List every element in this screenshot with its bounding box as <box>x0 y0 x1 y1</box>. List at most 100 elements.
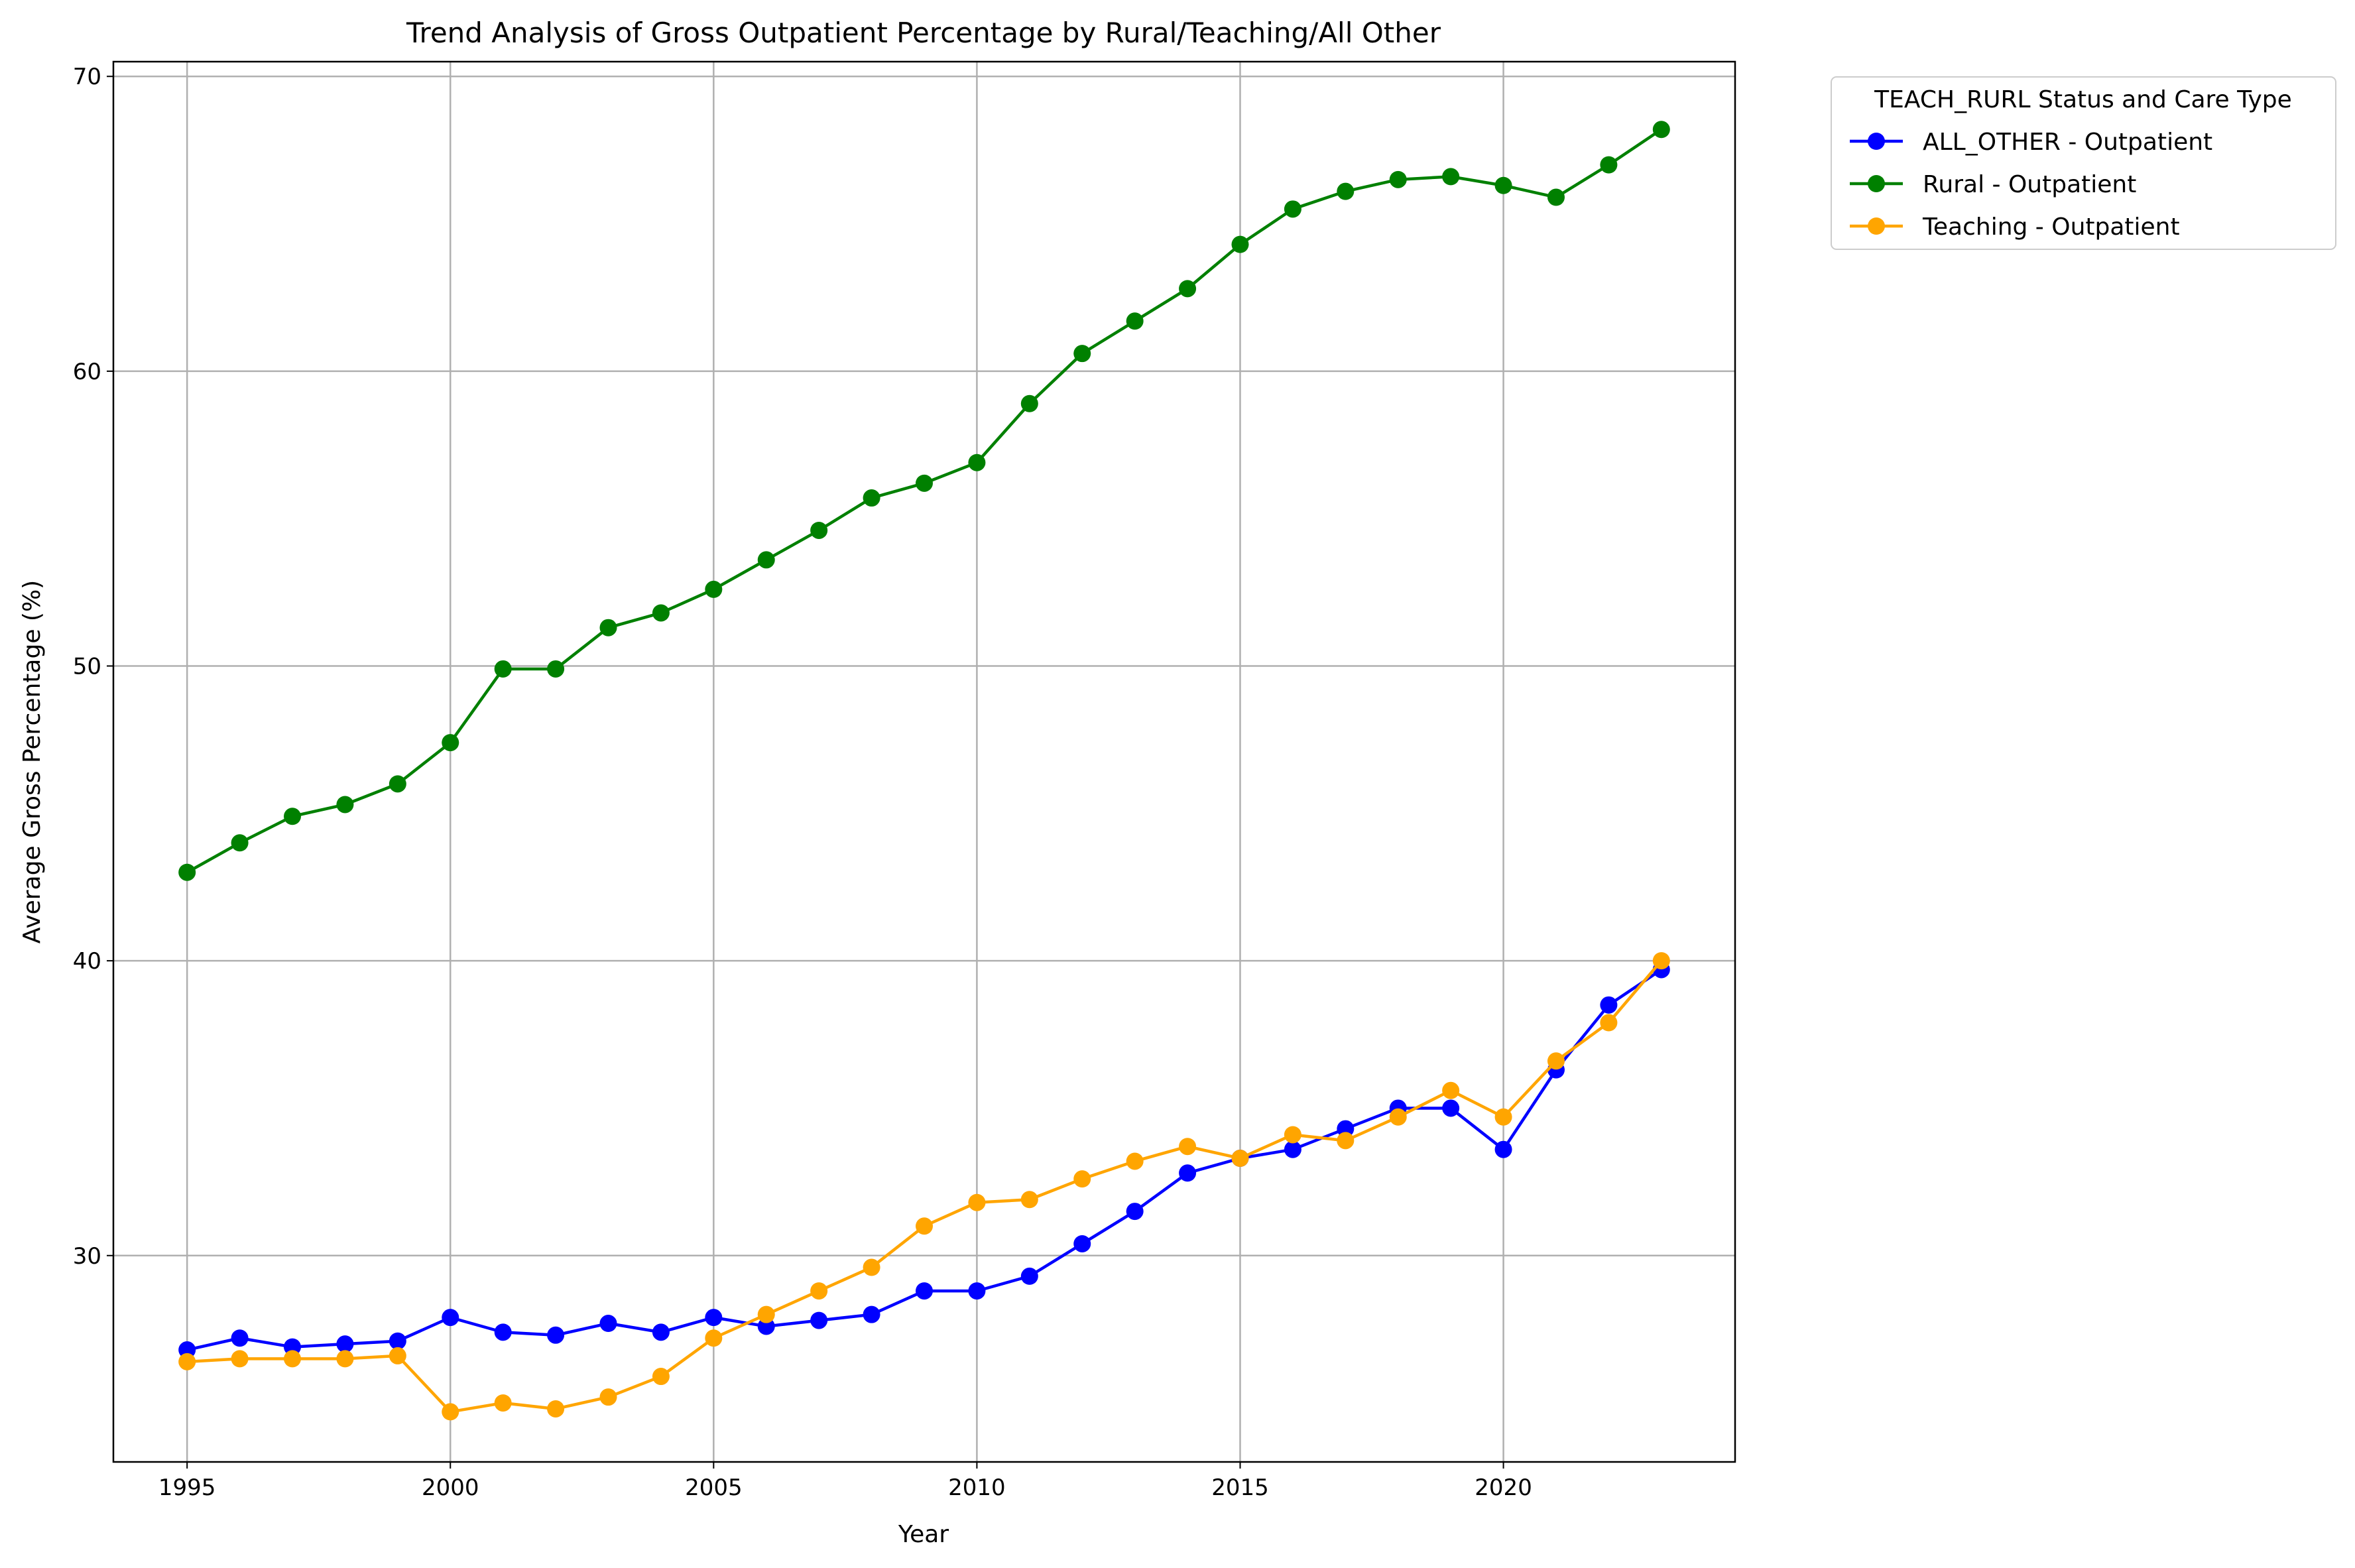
legend-marker <box>1868 217 1885 235</box>
series-layer <box>178 121 1670 1421</box>
data-point <box>231 1329 249 1347</box>
y-tick-label: 70 <box>73 64 101 90</box>
data-point <box>1337 1120 1355 1138</box>
x-tick-label: 2015 <box>1211 1475 1269 1501</box>
x-tick-label: 2020 <box>1475 1475 1532 1501</box>
data-point <box>705 1309 723 1327</box>
data-point <box>705 580 723 598</box>
data-point <box>389 775 406 793</box>
data-point <box>599 619 617 636</box>
chart-title: Trend Analysis of Gross Outpatient Perce… <box>406 17 1441 49</box>
legend-item: Rural - Outpatient <box>1850 171 2136 198</box>
legend-item: Teaching - Outpatient <box>1850 213 2180 241</box>
data-point <box>599 1315 617 1333</box>
data-point <box>968 453 986 471</box>
data-point <box>757 551 775 569</box>
data-point <box>1389 1108 1407 1126</box>
data-point <box>705 1329 723 1347</box>
data-point <box>547 1326 565 1344</box>
data-point <box>652 1323 670 1341</box>
legend-label: Teaching - Outpatient <box>1922 213 2180 241</box>
x-axis: 1995 2000 2005 2010 2015 2020 <box>158 1462 1532 1501</box>
data-point <box>336 796 354 814</box>
data-point <box>284 808 302 825</box>
data-point <box>810 1282 828 1300</box>
data-point <box>863 1258 880 1276</box>
data-point <box>757 1305 775 1323</box>
data-point <box>1494 1108 1512 1126</box>
data-point <box>1389 170 1407 188</box>
data-point <box>652 1368 670 1386</box>
data-point <box>178 1341 196 1359</box>
data-point <box>336 1335 354 1353</box>
data-point <box>494 1323 512 1341</box>
data-point <box>1179 1138 1197 1156</box>
data-point <box>1284 1140 1301 1158</box>
x-tick-label: 2000 <box>422 1475 479 1501</box>
data-point <box>1547 1052 1565 1070</box>
data-point <box>442 1309 459 1327</box>
legend-marker <box>1868 133 1885 150</box>
data-point <box>389 1332 406 1350</box>
data-point <box>547 660 565 678</box>
data-point <box>1284 200 1301 218</box>
data-point <box>231 1350 249 1368</box>
x-tick-label: 1995 <box>158 1475 216 1501</box>
x-tick-label: 2005 <box>685 1475 743 1501</box>
plot-area-frame <box>112 60 1736 1463</box>
legend-items: ALL_OTHER - Outpatient Rural - Outpatient… <box>1850 129 2212 241</box>
data-point <box>389 1347 406 1364</box>
data-point <box>810 1311 828 1329</box>
legend-item: ALL_OTHER - Outpatient <box>1850 129 2212 156</box>
data-point <box>863 1305 880 1323</box>
data-point <box>1600 996 1618 1014</box>
series-2 <box>178 952 1670 1421</box>
data-point <box>1020 1267 1038 1285</box>
x-axis-title: Year <box>898 1521 949 1548</box>
x-tick-label: 2010 <box>948 1475 1006 1501</box>
data-point <box>1494 176 1512 194</box>
data-point <box>599 1388 617 1406</box>
series-1 <box>178 121 1670 881</box>
data-point <box>284 1350 302 1368</box>
data-point <box>494 1394 512 1412</box>
data-point <box>968 1282 986 1300</box>
y-tick-label: 40 <box>73 948 101 975</box>
y-tick-label: 30 <box>73 1243 101 1270</box>
y-tick-label: 60 <box>73 359 101 385</box>
data-point <box>757 1317 775 1335</box>
data-point <box>442 734 459 752</box>
data-point <box>1337 1132 1355 1150</box>
data-point <box>1073 1170 1091 1188</box>
data-point <box>1179 1164 1197 1182</box>
legend-label: ALL_OTHER - Outpatient <box>1923 129 2212 156</box>
data-point <box>178 863 196 881</box>
legend-box <box>1831 76 2336 250</box>
data-point <box>1442 168 1460 186</box>
data-point <box>284 1338 302 1356</box>
data-point <box>652 604 670 622</box>
data-point <box>916 1217 933 1235</box>
data-point <box>1652 121 1670 139</box>
data-point <box>1126 312 1144 330</box>
data-point <box>1073 1235 1091 1252</box>
data-point <box>1126 1152 1144 1170</box>
data-point <box>1494 1140 1512 1158</box>
data-point <box>1337 182 1355 200</box>
data-point <box>916 1282 933 1300</box>
grid <box>113 62 1735 1462</box>
data-point <box>1126 1203 1144 1221</box>
data-point <box>1652 952 1670 970</box>
legend-label: Rural - Outpatient <box>1923 171 2136 198</box>
data-point <box>810 521 828 539</box>
data-point <box>1600 1014 1618 1032</box>
data-point <box>1600 156 1618 174</box>
data-point <box>863 489 880 507</box>
y-axis-title: Average Gross Percentage (%) <box>19 580 46 943</box>
data-point <box>547 1400 565 1417</box>
data-point <box>968 1193 986 1211</box>
data-point <box>336 1350 354 1368</box>
legend-marker <box>1868 175 1885 192</box>
data-point <box>1231 235 1249 253</box>
data-point <box>1442 1099 1460 1117</box>
